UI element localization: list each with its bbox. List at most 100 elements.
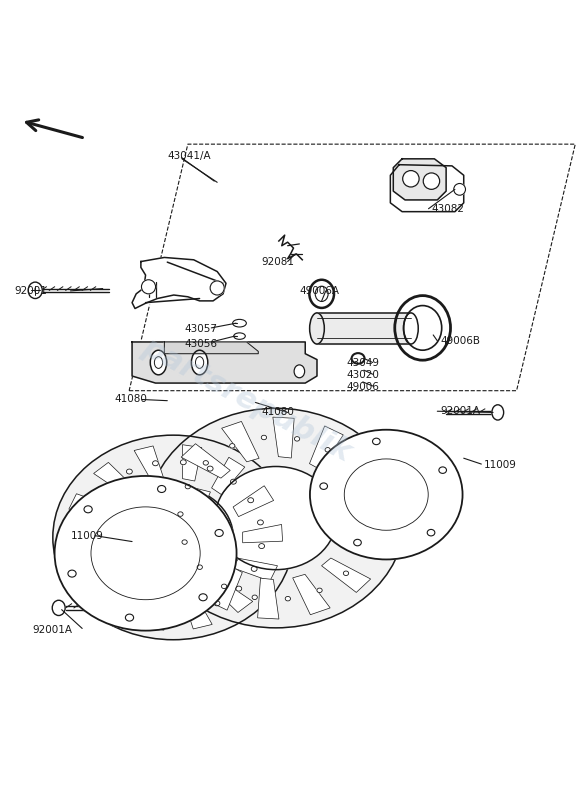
Ellipse shape [53,435,294,640]
Ellipse shape [215,467,336,570]
Ellipse shape [252,595,257,599]
Polygon shape [173,545,218,583]
Text: 41080: 41080 [114,395,147,404]
Ellipse shape [315,286,328,301]
Ellipse shape [394,296,450,360]
Ellipse shape [182,540,187,544]
Polygon shape [233,559,278,581]
Ellipse shape [52,600,65,615]
Ellipse shape [231,479,237,484]
Ellipse shape [147,408,405,628]
Ellipse shape [259,543,265,549]
Polygon shape [183,445,202,481]
Ellipse shape [310,313,324,344]
Ellipse shape [28,282,42,299]
Ellipse shape [188,609,194,614]
Polygon shape [102,580,135,618]
Text: 49006B: 49006B [440,336,480,346]
Polygon shape [242,524,282,543]
Ellipse shape [325,447,330,452]
Polygon shape [132,342,317,383]
Ellipse shape [258,520,264,525]
Ellipse shape [427,530,435,536]
Polygon shape [93,463,135,495]
Polygon shape [183,594,212,629]
Text: 92001A: 92001A [32,625,72,634]
Ellipse shape [236,586,242,591]
Ellipse shape [349,467,355,471]
Ellipse shape [55,476,237,630]
Text: 43057: 43057 [185,324,218,334]
Ellipse shape [365,492,370,496]
Polygon shape [293,574,330,614]
Circle shape [210,281,224,295]
Ellipse shape [369,520,374,524]
Ellipse shape [133,604,139,609]
Ellipse shape [84,506,92,513]
Ellipse shape [403,305,441,350]
Ellipse shape [352,353,365,364]
Text: 43041/A: 43041/A [167,151,211,161]
Polygon shape [322,558,370,592]
Ellipse shape [185,484,190,489]
Ellipse shape [248,498,254,503]
Ellipse shape [309,280,334,308]
Ellipse shape [199,594,207,601]
Circle shape [454,184,465,195]
Ellipse shape [215,530,223,536]
Ellipse shape [232,320,247,327]
Polygon shape [258,578,279,619]
Ellipse shape [153,461,158,466]
Ellipse shape [354,539,362,546]
Polygon shape [164,342,258,354]
Polygon shape [160,481,210,503]
Polygon shape [157,519,205,543]
Polygon shape [181,443,230,478]
Polygon shape [73,559,113,589]
Ellipse shape [157,486,166,492]
Polygon shape [309,426,343,470]
Polygon shape [64,532,104,551]
Ellipse shape [207,466,213,471]
Ellipse shape [126,469,132,474]
Polygon shape [132,257,226,308]
Ellipse shape [160,610,166,615]
Ellipse shape [320,483,328,490]
Polygon shape [233,486,274,517]
Ellipse shape [403,313,418,344]
Polygon shape [69,494,113,517]
Ellipse shape [492,405,504,420]
Ellipse shape [191,350,208,375]
Polygon shape [211,580,253,613]
Ellipse shape [310,430,463,559]
Ellipse shape [89,503,95,508]
Ellipse shape [180,459,186,465]
Ellipse shape [343,571,349,575]
Ellipse shape [197,565,203,570]
Ellipse shape [230,443,235,448]
Circle shape [423,173,440,189]
Ellipse shape [295,436,300,441]
Ellipse shape [251,566,257,571]
Polygon shape [342,534,392,555]
Circle shape [403,170,419,187]
Polygon shape [393,159,446,200]
Ellipse shape [439,467,447,473]
Polygon shape [208,566,242,610]
Ellipse shape [113,487,233,589]
Text: 49006: 49006 [346,382,379,392]
Ellipse shape [68,570,76,577]
Text: 43020: 43020 [346,370,379,380]
Polygon shape [211,457,245,495]
Polygon shape [144,594,164,630]
Ellipse shape [294,365,305,378]
Polygon shape [334,453,379,491]
Ellipse shape [203,461,208,465]
Ellipse shape [82,527,87,531]
Circle shape [141,280,156,294]
Text: 92081: 92081 [261,256,294,267]
Text: 92001A: 92001A [440,406,480,416]
Ellipse shape [362,547,367,552]
Text: 41080: 41080 [261,407,294,417]
Polygon shape [273,417,294,458]
